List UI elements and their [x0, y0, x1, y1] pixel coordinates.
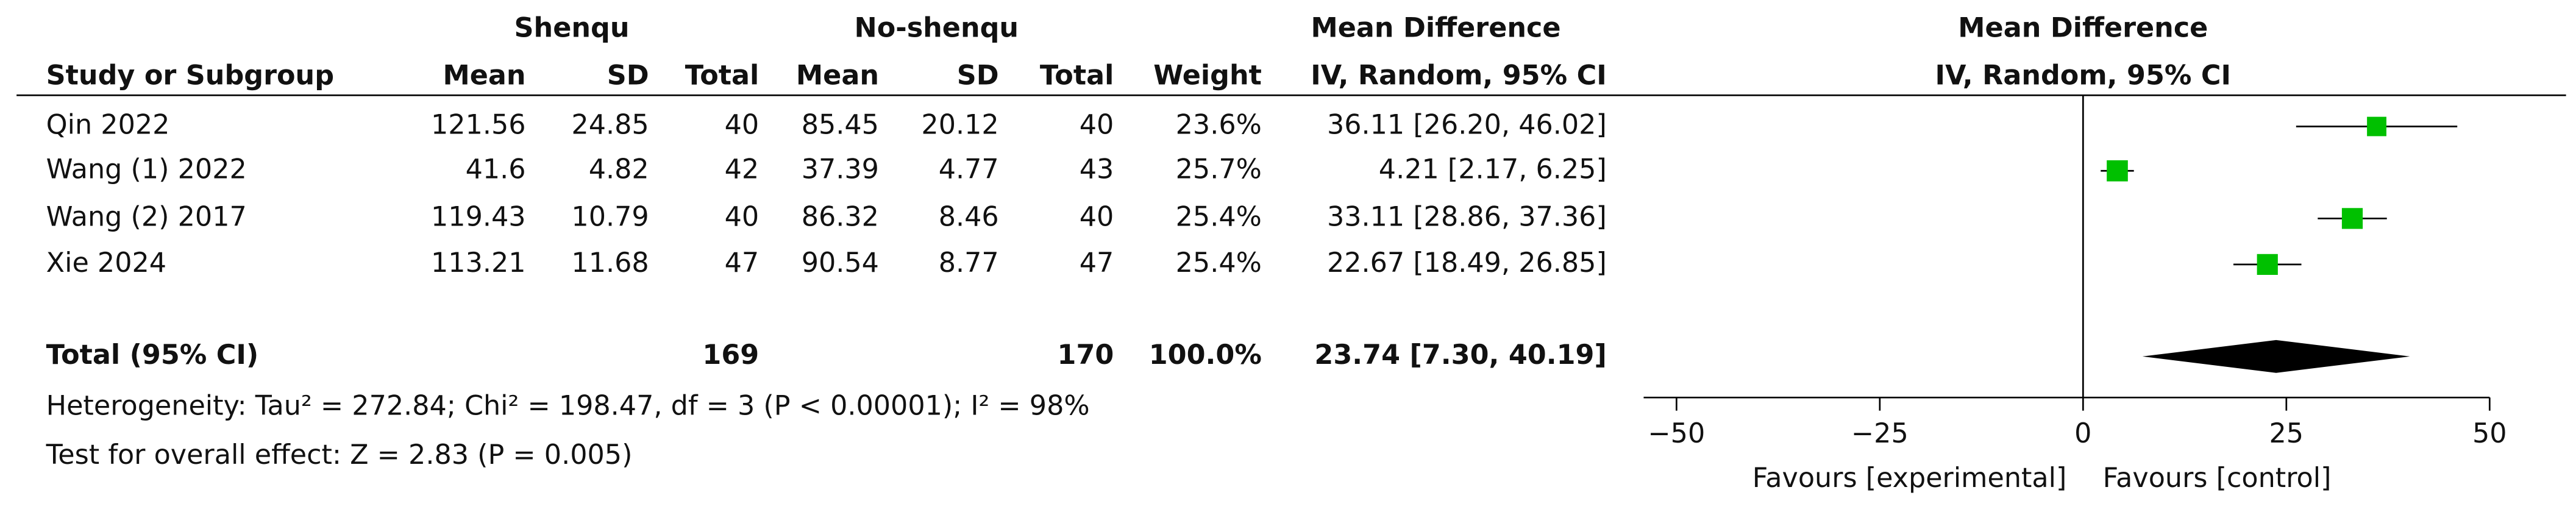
total-weight: 100.0%	[1149, 340, 1262, 371]
table-cell: 86.32	[802, 201, 879, 232]
column-header: Mean	[796, 60, 879, 91]
ci-text: 22.67 [18.49, 26.85]	[1327, 247, 1607, 279]
table-cell: 8.77	[939, 247, 999, 279]
total-n2: 170	[1058, 340, 1114, 371]
study-name: Xie 2024	[46, 247, 166, 279]
x-tick-label: 50	[2472, 418, 2507, 449]
table-cell: 11.68	[571, 247, 649, 279]
study-name: Qin 2022	[46, 110, 170, 141]
total-name: Total (95% CI)	[46, 340, 259, 371]
table-cell: 113.21	[431, 247, 526, 279]
table-cell: 40	[1080, 110, 1114, 141]
weight: 25.7%	[1176, 154, 1262, 185]
table-cell: 40	[725, 110, 760, 141]
weight: 25.4%	[1176, 247, 1262, 279]
table-cell: 8.46	[939, 201, 999, 232]
group-header: No-shenqu	[855, 13, 1019, 44]
table-cell: 20.12	[921, 110, 998, 141]
ci-text: 4.21 [2.17, 6.25]	[1379, 154, 1607, 185]
table-cell: 47	[1080, 247, 1114, 279]
column-header: SD	[607, 60, 649, 91]
table-cell: 4.77	[939, 154, 999, 185]
x-tick-label: 25	[2269, 418, 2304, 449]
table-cell: 119.43	[431, 201, 526, 232]
table-cell: 40	[1080, 201, 1114, 232]
group-header: Mean Difference	[1958, 13, 2208, 44]
ci-text: 36.11 [26.20, 46.02]	[1327, 110, 1607, 141]
group-header: Mean Difference	[1311, 13, 1561, 44]
effect-square	[2107, 160, 2128, 182]
column-header: Mean	[443, 60, 526, 91]
effect-square	[2257, 254, 2278, 275]
ci-text: 33.11 [28.86, 37.36]	[1327, 201, 1607, 232]
table-cell: 40	[725, 201, 760, 232]
study-name: Wang (2) 2017	[46, 201, 247, 232]
effect-square	[2341, 208, 2363, 229]
table-cell: 10.79	[571, 201, 649, 232]
column-header: Study or Subgroup	[46, 60, 334, 91]
total-ci: 23.74 [7.30, 40.19]	[1314, 340, 1606, 371]
study-name: Wang (1) 2022	[46, 154, 247, 185]
table-cell: 90.54	[802, 247, 879, 279]
weight: 23.6%	[1176, 110, 1262, 141]
table-cell: 47	[725, 247, 760, 279]
x-label-left: Favours [experimental]	[1752, 463, 2067, 494]
total-n1: 169	[702, 340, 759, 371]
table-cell: 37.39	[802, 154, 879, 185]
table-cell: 121.56	[431, 110, 526, 141]
table-cell: 43	[1080, 154, 1114, 185]
table-cell: 85.45	[802, 110, 879, 141]
table-cell: 42	[725, 154, 760, 185]
overall-effect: Test for overall effect: Z = 2.83 (P = 0…	[46, 439, 633, 471]
table-cell: 4.82	[589, 154, 649, 185]
column-header: IV, Random, 95% CI	[1311, 60, 1607, 91]
group-header: Shenqu	[514, 13, 630, 44]
heterogeneity: Heterogeneity: Tau² = 272.84; Chi² = 198…	[46, 390, 1090, 421]
x-label-right: Favours [control]	[2103, 463, 2332, 494]
x-tick-label: −25	[1851, 418, 1909, 449]
column-header: Total	[685, 60, 759, 91]
column-header: IV, Random, 95% CI	[1935, 60, 2232, 91]
table-cell: 41.6	[466, 154, 526, 185]
column-header: SD	[957, 60, 999, 91]
summary-diamond	[2142, 340, 2410, 373]
effect-square	[2367, 116, 2386, 137]
column-header: Total	[1040, 60, 1114, 91]
weight: 25.4%	[1176, 201, 1262, 232]
column-header: Weight	[1153, 60, 1262, 91]
table-cell: 24.85	[571, 110, 649, 141]
x-tick-label: −50	[1648, 418, 1705, 449]
x-tick-label: 0	[2074, 418, 2091, 449]
